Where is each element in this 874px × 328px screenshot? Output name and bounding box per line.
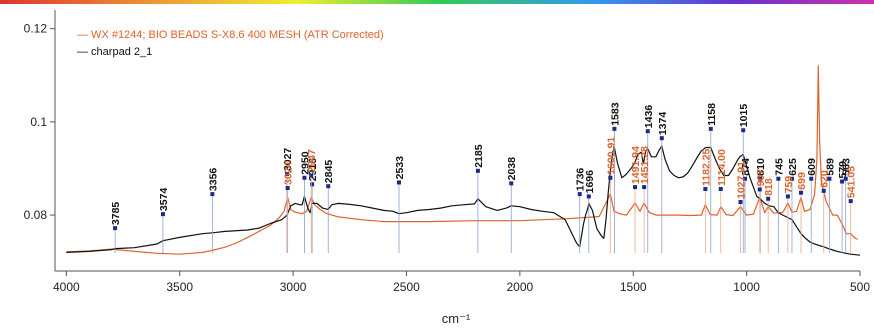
peak-black-marker: [843, 176, 848, 181]
peak-black-label: 1015: [738, 104, 750, 128]
color-strip: [0, 0, 874, 4]
peak-black-marker: [210, 192, 215, 197]
legend-series-1-label: — WX #1244; BIO BEADS S-X8.6 400 MESH (A…: [77, 29, 384, 41]
peak-orange-label: 1027.91: [736, 161, 748, 199]
peak-orange-label: 2947: [306, 149, 318, 173]
peak-black-label: 625: [787, 158, 799, 176]
peak-orange-label: 3024: [283, 161, 295, 185]
peak-black-marker: [789, 176, 794, 181]
peak-black-label: 3356: [207, 168, 219, 192]
peak-black-marker: [743, 176, 748, 181]
peak-orange-marker: [309, 173, 314, 178]
peak-orange-marker: [608, 175, 613, 180]
peak-black-marker: [113, 226, 118, 231]
peak-black-marker: [645, 129, 650, 134]
peak-black-label: 2950: [299, 151, 311, 175]
peak-black-label: 1374: [657, 112, 669, 136]
peak-orange-marker: [718, 186, 723, 191]
peak-black-label: 2533: [394, 156, 406, 180]
peak-black-marker: [776, 176, 781, 181]
peak-black-marker: [840, 179, 845, 184]
peak-orange-label: 1491.94: [630, 146, 642, 184]
peak-orange-marker: [633, 185, 638, 190]
peak-black-label: 2038: [506, 157, 518, 181]
peak-black-label: 589: [824, 158, 836, 176]
peak-orange-marker: [799, 190, 804, 195]
x-tick-label: 2000: [507, 280, 534, 294]
peak-orange-marker: [703, 186, 708, 191]
peak-black-label: 1158: [706, 103, 718, 126]
peak-black-marker: [326, 184, 331, 189]
peak-black-marker: [741, 128, 746, 133]
x-tick-label: 3000: [280, 280, 307, 294]
peak-black-label: 2845: [323, 160, 335, 184]
peak-orange-marker: [642, 185, 647, 190]
peak-orange-label: 541.05: [846, 166, 858, 198]
peak-black-label: 1583: [609, 102, 621, 126]
peak-black-marker: [310, 182, 315, 187]
x-tick-label: 500: [850, 280, 870, 294]
peak-black-label: 3785: [110, 202, 122, 226]
series-line-1: [66, 65, 858, 255]
peak-orange-label: 699: [796, 172, 808, 190]
peak-orange-label: 1451.28: [639, 146, 651, 184]
peak-orange-label: 818: [763, 178, 775, 196]
peak-black-marker: [809, 176, 814, 181]
y-tick-label: 0.08: [24, 208, 48, 222]
x-tick-label: 2500: [393, 280, 420, 294]
y-tick-label: 0.1: [30, 115, 47, 129]
x-tick-label: 1000: [733, 280, 760, 294]
peak-black-marker: [708, 126, 713, 131]
peak-black-label: 2185: [473, 144, 485, 168]
peak-black-marker: [577, 192, 582, 197]
peak-black-label: 1736: [575, 168, 587, 192]
peak-black-marker: [160, 212, 165, 217]
peak-black-marker: [586, 194, 591, 199]
peak-black-label: 810: [755, 158, 767, 176]
peak-black-marker: [509, 181, 514, 186]
x-axis-label: cm⁻¹: [442, 311, 471, 326]
peak-orange-marker: [766, 196, 771, 201]
legend-series-2-label: — charpad 2_1: [77, 46, 152, 58]
peak-black-marker: [827, 176, 832, 181]
peak-black-label: 874: [740, 158, 752, 176]
peak-orange-label: 620: [819, 170, 831, 188]
series-line-2: [66, 145, 861, 256]
peak-black-marker: [659, 136, 664, 141]
peak-orange-label: 1600.91: [605, 137, 617, 175]
peak-black-label: 3574: [158, 188, 170, 212]
peak-orange-label: 759: [783, 176, 795, 194]
x-tick-label: 1500: [620, 280, 647, 294]
peak-black-marker: [396, 180, 401, 185]
peak-black-marker: [758, 176, 763, 181]
peak-orange-label: 1182.25: [700, 148, 712, 186]
x-tick-label: 3500: [166, 280, 193, 294]
peak-black-label: 563: [841, 158, 853, 176]
peak-black-marker: [302, 175, 307, 180]
peak-black-marker: [284, 172, 289, 177]
peak-black-marker: [612, 126, 617, 131]
peak-black-label: 609: [806, 158, 818, 176]
peak-black-label: 745: [773, 158, 785, 176]
peak-orange-label: 907: [755, 169, 767, 187]
peak-orange-marker: [757, 187, 762, 192]
peak-orange-marker: [848, 199, 853, 204]
x-tick-label: 4000: [53, 280, 80, 294]
peak-black-label: 1696: [584, 170, 596, 194]
peak-orange-marker: [285, 186, 290, 191]
peak-black-label: 3027: [282, 148, 294, 172]
peak-orange-marker: [785, 194, 790, 199]
peak-orange-label: 1114.00: [716, 149, 728, 186]
peak-black-marker: [475, 168, 480, 173]
peak-black-label: 579: [837, 161, 849, 179]
peak-black-label: 1436: [643, 105, 655, 129]
y-tick-label: 0.12: [24, 22, 48, 36]
peak-orange-marker: [738, 200, 743, 205]
peak-orange-marker: [821, 188, 826, 193]
legend: — WX #1244; BIO BEADS S-X8.6 400 MESH (A…: [77, 29, 384, 58]
